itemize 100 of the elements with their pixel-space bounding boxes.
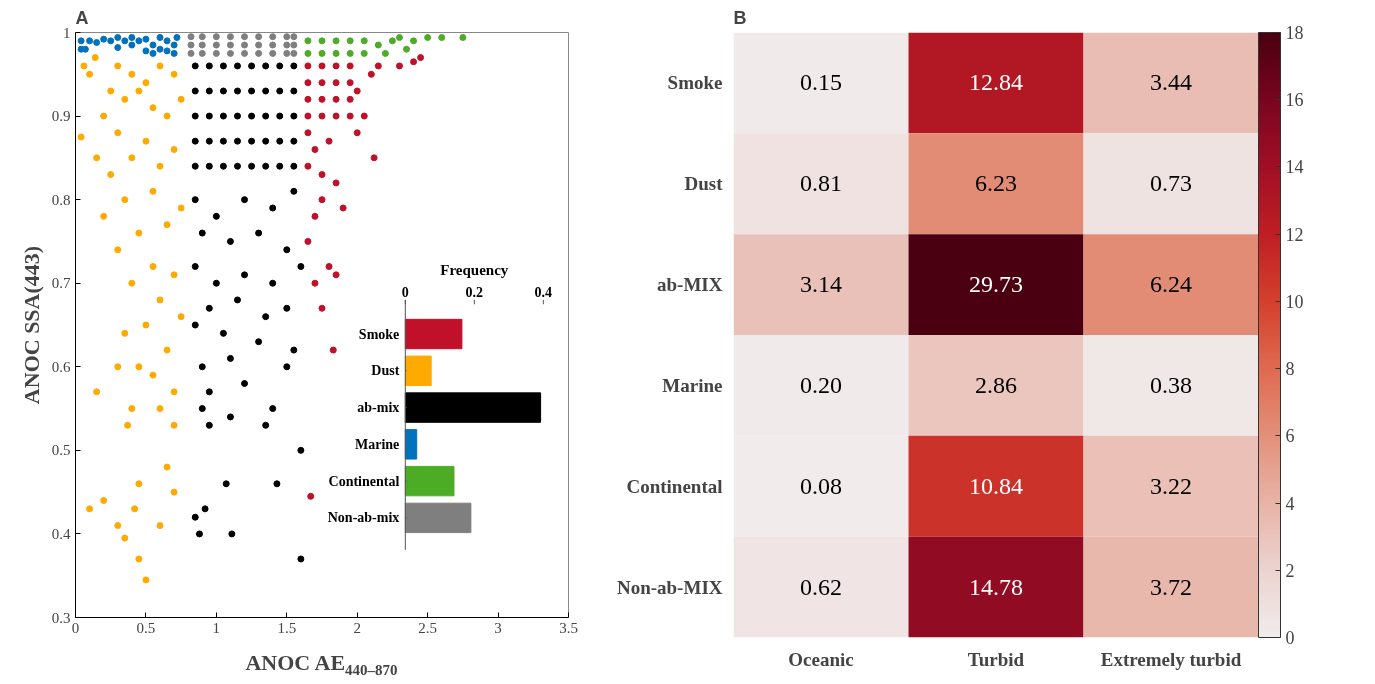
y-tick-label: 0.8 [51,191,71,208]
point [332,95,340,103]
point [114,522,122,530]
point [255,49,263,57]
x-tick-label: 3 [494,619,502,636]
x-tick-label: Oceanic [788,648,854,670]
point [304,112,312,120]
point [142,321,150,329]
data-label: 0.20 [800,371,842,398]
point [304,37,312,45]
point [86,37,94,45]
point [353,87,361,95]
bar [404,502,472,534]
point [346,112,354,120]
point [93,154,101,162]
chart-title: B [733,7,747,28]
point [212,49,220,57]
point [170,388,178,396]
x-tick-label: 0.5 [136,619,156,636]
point [149,263,157,270]
bar [404,465,455,497]
y-tick-label: Smoke [358,326,400,342]
point [339,204,347,212]
point [329,346,337,354]
point [156,45,164,53]
data-label: 6.24 [1150,271,1192,298]
point [142,79,150,87]
point [170,421,178,429]
point [80,62,88,70]
data-label: 2.86 [975,371,1017,398]
point [318,95,326,103]
y-tick-label: ab-MIX [657,274,723,296]
point [269,41,277,49]
point [381,49,389,57]
point [346,95,354,103]
point [128,405,136,413]
point [417,54,425,62]
y-tick-label: 0.5 [51,442,71,459]
point [77,37,85,45]
point [255,41,263,49]
point [187,49,195,57]
point [86,505,94,513]
point [318,79,326,87]
point [121,329,129,337]
y-tick-label: 0.7 [51,275,71,292]
point [149,49,157,57]
point [212,41,220,49]
y-tick-label: 1 [63,24,71,41]
point [269,33,277,41]
point [318,49,326,57]
bar [404,429,418,460]
point [332,37,340,45]
point [135,363,143,371]
point [177,313,185,321]
point [156,522,164,530]
color-bar-label: 18 [1285,23,1304,43]
y-tick-label: Non-ab-mix [327,510,400,526]
point [332,112,340,120]
point [135,87,143,95]
color-bar-label: 6 [1285,426,1295,447]
point [77,133,85,141]
point [360,112,368,120]
point [283,41,291,49]
bar [404,318,463,350]
point [241,41,249,49]
point [142,47,150,55]
bar [404,355,432,387]
y-tick-label: Continental [328,473,400,489]
point [198,41,206,49]
y-tick-label: 0.9 [51,108,71,125]
data-label: 14.78 [969,573,1023,600]
point [226,41,234,49]
point [142,35,150,43]
point [163,463,171,471]
point [121,37,129,45]
point [149,104,157,112]
point [318,62,326,70]
point [100,35,108,43]
point [290,49,298,57]
point [100,212,108,220]
data-label: 12.84 [969,69,1023,96]
x-tick-label: 3.5 [559,619,578,636]
point [304,49,312,57]
point [332,271,340,279]
point [128,34,136,42]
point [311,212,319,220]
point [395,62,403,70]
point [353,129,361,137]
point [226,33,234,41]
point [121,196,129,204]
x-tick-label: 1 [212,619,221,636]
data-label: 3.22 [1150,472,1192,499]
point [142,576,150,584]
point [156,62,164,70]
color-bar-label: 8 [1285,359,1295,380]
color-bar-label: 2 [1285,560,1295,581]
data-label: 10.84 [969,472,1023,499]
point [318,37,326,45]
point [360,49,368,57]
y-tick-label: 0.6 [51,358,71,375]
